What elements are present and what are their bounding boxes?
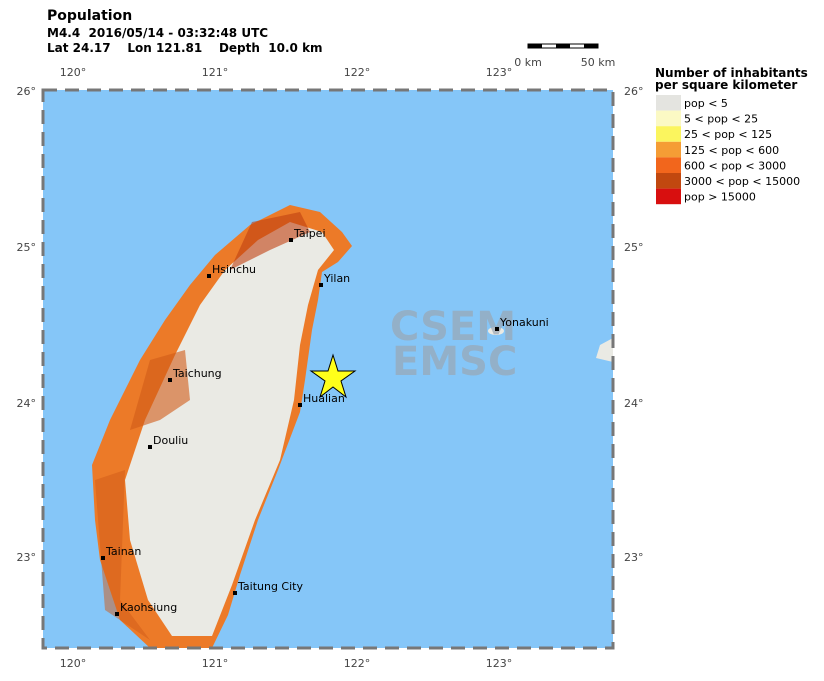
scale-bar	[527, 43, 599, 49]
lat-label: 24°	[624, 397, 644, 410]
city-dot	[115, 612, 119, 616]
title: Population	[47, 8, 132, 24]
map-frame	[41, 88, 615, 650]
city-label: Yilan	[323, 272, 350, 285]
lat-label: 25°	[624, 241, 644, 254]
lon-label: 123°	[486, 657, 513, 670]
city-label: Tainan	[105, 545, 141, 558]
lon-label: 122°	[344, 657, 371, 670]
epicenter	[309, 353, 357, 399]
city-dot	[101, 556, 105, 560]
legend-label: 25 < pop < 125	[684, 128, 772, 141]
legend-swatch	[656, 110, 681, 127]
city-label: Taitung City	[237, 580, 303, 593]
lon-label: 120°	[60, 66, 87, 79]
lat-label: 24°	[17, 397, 37, 410]
legend-label: pop > 15000	[684, 191, 756, 204]
lon-label: 122°	[344, 66, 371, 79]
city-label: Taipei	[293, 227, 326, 240]
legend-swatch	[656, 188, 681, 205]
legend-swatch	[656, 141, 681, 158]
legend-swatch	[656, 173, 681, 189]
city-dot	[207, 274, 211, 278]
location-info: Lat 24.17 Lon 121.81 Depth 10.0 km	[47, 41, 323, 55]
city-label: Douliu	[153, 434, 188, 447]
legend-title: Number of inhabitants	[655, 66, 808, 80]
event-info: M4.4 2016/05/14 - 03:32:48 UTC	[47, 26, 268, 40]
legend-swatch	[656, 126, 681, 142]
city-dot	[298, 403, 302, 407]
scale-label: 0 km	[514, 56, 542, 69]
city-label: Taichung	[172, 367, 222, 380]
legend-label: 5 < pop < 25	[684, 113, 758, 126]
legend-swatch	[656, 95, 681, 111]
city-dot	[233, 591, 237, 595]
lon-label: 121°	[202, 657, 229, 670]
legend-label: 600 < pop < 3000	[684, 159, 786, 172]
lat-label: 23°	[17, 551, 37, 564]
lat-label: 26°	[624, 85, 644, 98]
city-label: Hualian	[303, 392, 345, 405]
island	[92, 205, 613, 648]
lon-label: 121°	[202, 66, 229, 79]
lon-label: 123°	[486, 66, 513, 79]
legend-label: pop < 5	[684, 97, 728, 110]
legend-label: 3000 < pop < 15000	[684, 175, 800, 188]
lon-label: 120°	[60, 657, 87, 670]
city-dot	[289, 238, 293, 242]
city-label: Yonakuni	[499, 316, 549, 329]
scale-label: 50 km	[581, 56, 616, 69]
city-dot	[168, 378, 172, 382]
lat-label: 25°	[17, 241, 37, 254]
city-label: Kaohsiung	[120, 601, 177, 614]
legend-title: per square kilometer	[655, 78, 797, 92]
legend-label: 125 < pop < 600	[684, 144, 779, 157]
lat-label: 23°	[624, 551, 644, 564]
lat-label: 26°	[17, 85, 37, 98]
city-dot	[148, 445, 152, 449]
watermark: EMSC	[392, 339, 517, 385]
city-dot	[495, 327, 499, 331]
city-label: Hsinchu	[212, 263, 256, 276]
city-dot	[319, 283, 323, 287]
legend-swatch	[656, 157, 681, 173]
